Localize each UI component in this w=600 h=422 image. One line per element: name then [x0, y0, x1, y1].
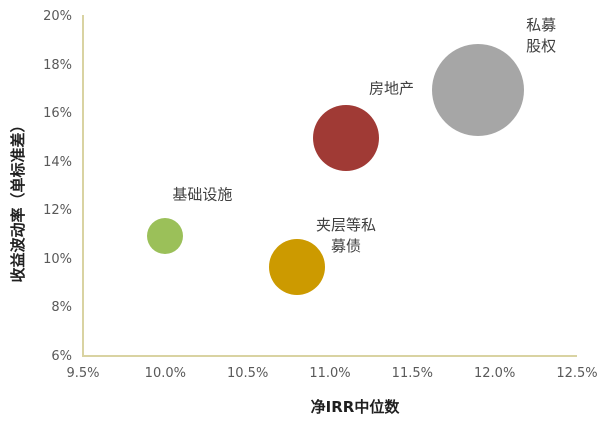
x-tick-label: 12.0%	[474, 366, 516, 381]
bubble-label-private-equity: 私募 股权	[526, 15, 557, 55]
y-tick-label: 12%	[43, 203, 72, 219]
y-axis-title: 收益波动率（单标准差）	[9, 117, 27, 283]
x-tick-label: 12.5%	[556, 366, 598, 381]
bubble-mezzanine-private-debt	[269, 239, 326, 296]
bubble-label-real-estate: 房地产	[368, 79, 414, 98]
bubble-label-mezzanine-private-debt: 夹层等私 募债	[316, 216, 377, 256]
y-tick-label: 8%	[51, 300, 72, 316]
x-tick-label: 10.5%	[227, 366, 269, 381]
bubble-real-estate	[313, 105, 380, 172]
bubble-label-infrastructure: 基础设施	[172, 185, 233, 204]
y-tick-label: 6%	[51, 349, 72, 364]
y-tick-label: 10%	[43, 251, 72, 267]
y-tick-label: 20%	[43, 9, 72, 24]
y-tick-label: 14%	[43, 154, 72, 170]
x-axis-title: 净IRR中位数	[310, 398, 400, 416]
x-tick-label: 9.5%	[66, 366, 100, 381]
y-tick-label: 18%	[43, 57, 72, 73]
x-tick-label: 11.0%	[309, 366, 351, 381]
bubble-infrastructure	[147, 217, 184, 254]
x-tick-label: 11.5%	[391, 366, 433, 381]
bubble-private-equity	[432, 43, 525, 136]
y-tick-label: 16%	[43, 106, 72, 122]
x-tick-label: 10.0%	[144, 366, 186, 381]
